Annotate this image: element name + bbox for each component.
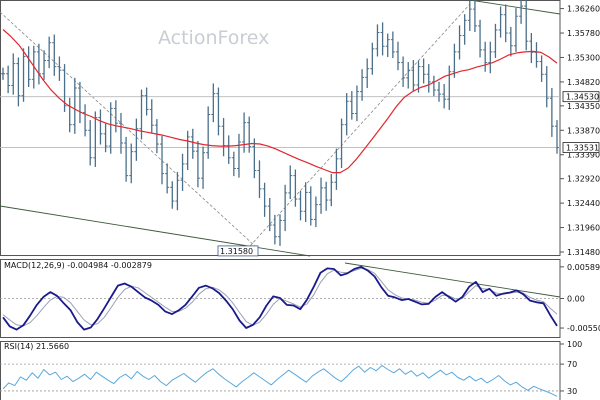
macd-indicator-label: MACD(12,26,9) -0.004984 -0.002879 <box>4 261 152 270</box>
price-axis-tick-label: 1.36260 <box>567 5 600 14</box>
rsi-axis-tick-label: 100 <box>567 340 582 349</box>
price-axis-tick-label: 1.31960 <box>567 224 600 233</box>
price-axis-tick-label: 1.31480 <box>567 248 600 257</box>
macd-axis-tick-label: 0.005897 <box>567 263 600 272</box>
price-axis-tick-label: 1.34820 <box>567 78 600 87</box>
channel-resistance-line <box>469 0 561 15</box>
price-axis-tick-label: 1.32920 <box>567 175 600 184</box>
dotted-trend-line-up <box>249 3 471 247</box>
price-axis-tick-label: 1.35780 <box>567 29 600 38</box>
macd-axis-tick-label: 0.00 <box>567 295 585 304</box>
watermark: ActionForex <box>158 27 269 49</box>
macd-divergence-line <box>344 262 561 298</box>
price-axis-tick-label: 1.33870 <box>567 126 600 135</box>
low-annotation-label: 1.31580 <box>220 247 253 256</box>
price-axis-tick-label: 1.35300 <box>567 53 600 62</box>
price-panel-frame <box>0 0 561 256</box>
level-label: 1.33531 <box>566 144 599 153</box>
rsi-indicator-label: RSI(14) 21.5660 <box>4 342 69 351</box>
level-label-box <box>562 142 600 153</box>
rsi-panel-frame <box>0 341 561 400</box>
macd-line <box>2 265 558 331</box>
price-panel: 1.36260 1.35780 1.35300 1.34820 1.34350 1.338… <box>0 0 600 257</box>
low-annotation-box <box>217 245 259 257</box>
price-axis-tick-label: 1.33390 <box>567 151 600 160</box>
rsi-axis-tick-label: 30 <box>567 387 577 396</box>
moving-average-line <box>2 29 558 174</box>
rsi-panel: 100 70 30 <box>0 340 582 400</box>
rsi-line <box>2 365 558 397</box>
level-label: 1.34530 <box>566 93 599 102</box>
level-label-box <box>562 91 600 103</box>
macd-axis-tick-label: -0.005502 <box>567 324 600 333</box>
price-axis-tick-label: 1.32440 <box>567 199 600 208</box>
price-axis-tick-label: 1.34350 <box>567 102 600 111</box>
dotted-trend-line-down <box>0 11 256 247</box>
rsi-axis-tick-label: 70 <box>567 360 577 369</box>
macd-panel: 0.005897 0.00 -0.005502 <box>0 259 600 338</box>
